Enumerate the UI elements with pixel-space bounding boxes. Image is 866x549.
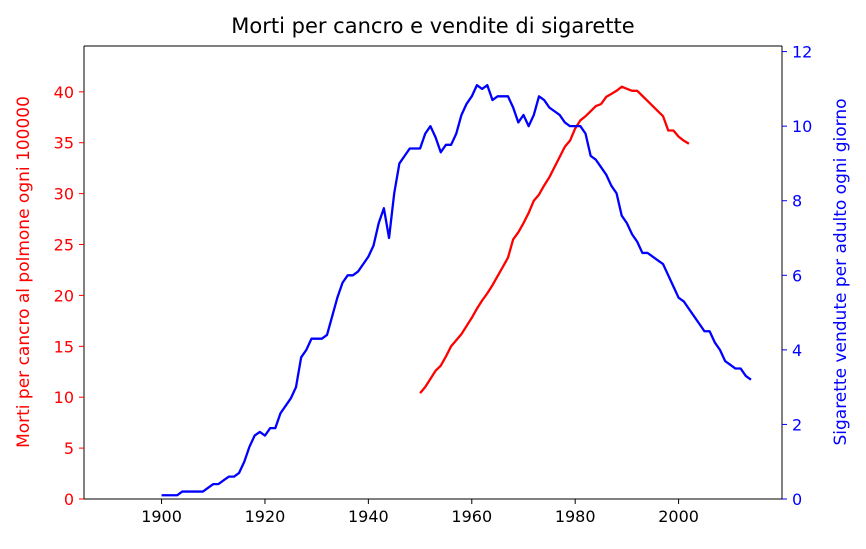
right-tick-label-0: 0 [792,490,802,509]
left-tick-label-5: 5 [64,439,74,458]
right-tick-label-4: 4 [792,341,802,360]
x-tick-label-2000: 2000 [658,507,699,526]
series-line-lung-cancer-deaths [419,85,690,394]
x-tick-label-1960: 1960 [451,507,492,526]
left-tick-label-15: 15 [54,337,74,356]
plot-marks: 1900 1920 1940 1960 1980 20000510152025303540… [54,43,813,526]
right-tick-label-6: 6 [792,266,802,285]
right-tick-label-2: 2 [792,415,802,434]
x-tick-label-1900: 1900 [141,507,182,526]
series-line-cigarette-sales [161,84,752,497]
left-tick-label-20: 20 [54,286,74,305]
left-tick-label-25: 25 [54,236,74,255]
left-tick-label-30: 30 [54,185,74,204]
left-tick-label-10: 10 [54,388,74,407]
left-tick-label-40: 40 [54,83,74,102]
chart-title: Morti per cancro e vendite di sigarette [231,14,634,38]
left-tick-label-0: 0 [64,490,74,509]
x-tick-label-1980: 1980 [555,507,596,526]
right-tick-label-12: 12 [792,43,812,62]
x-tick-label-1940: 1940 [348,507,389,526]
right-tick-label-10: 10 [792,117,812,136]
left-axis-label: Morti per cancro al polmone ogni 100000 [14,96,34,448]
right-tick-label-8: 8 [792,192,802,211]
left-tick-label-35: 35 [54,134,74,153]
right-axis-label: Sigarette vendute per adulto ogni giorno [831,98,851,445]
x-tick-label-1920: 1920 [245,507,286,526]
